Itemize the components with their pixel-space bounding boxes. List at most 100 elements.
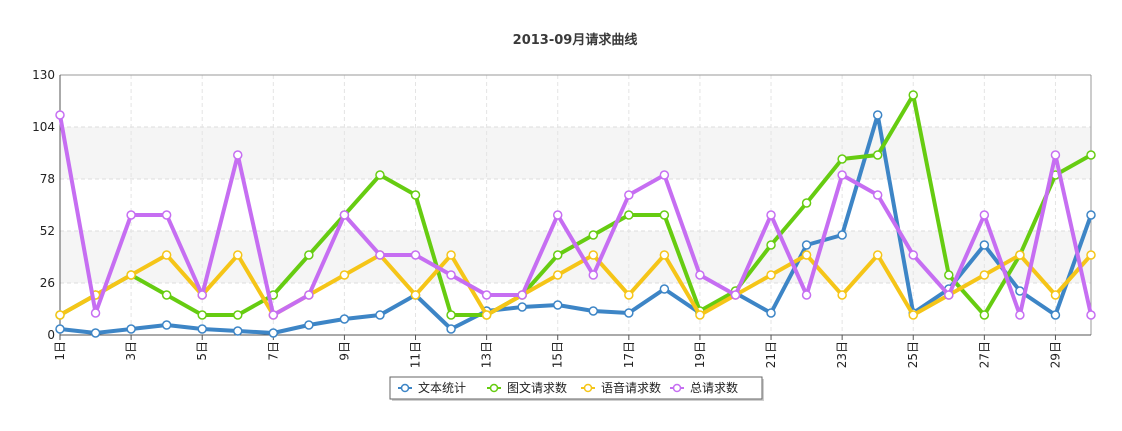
data-point [624, 210, 634, 220]
data-point [1086, 250, 1096, 260]
data-point [197, 324, 207, 334]
data-point [1086, 210, 1096, 220]
data-point [801, 250, 812, 260]
grid-lines [60, 74, 1091, 335]
data-point [837, 154, 847, 164]
data-point [268, 310, 279, 320]
legend-swatch-marker [583, 383, 593, 393]
series-line [58, 113, 1093, 335]
x-tick-label: 5日 [195, 341, 209, 361]
data-point [766, 308, 776, 318]
legend-item-3[interactable]: 语音请求数 [581, 380, 661, 395]
data-point [375, 170, 385, 180]
legend-label: 总请求数 [690, 380, 738, 395]
data-point [1050, 150, 1061, 160]
legend-item-1[interactable]: 文本统计 [398, 380, 466, 395]
data-point [979, 310, 990, 320]
x-tick-label: 19日 [693, 341, 707, 368]
data-point [872, 190, 883, 200]
data-point [801, 198, 812, 208]
data-point [339, 270, 350, 280]
data-point [872, 250, 883, 260]
data-point [161, 210, 172, 220]
data-point [410, 250, 421, 260]
data-point [55, 324, 65, 334]
data-point [837, 230, 847, 240]
data-point [233, 250, 243, 260]
data-point [944, 270, 954, 280]
data-point [695, 310, 705, 320]
data-point [588, 306, 599, 316]
chart-title: 2013-09月请求曲线 [513, 32, 638, 48]
data-point [1050, 310, 1061, 320]
y-tick-label: 104 [32, 120, 55, 134]
data-point [552, 250, 563, 260]
x-tick-label: 17日 [622, 341, 636, 368]
y-tick-label: 52 [40, 224, 55, 238]
data-point [979, 210, 990, 220]
data-point [588, 230, 599, 240]
data-point [126, 270, 136, 280]
data-point [268, 328, 279, 338]
data-point [659, 250, 670, 260]
y-tick-label: 78 [40, 172, 55, 186]
legend-swatch-marker [672, 383, 682, 393]
x-tick-label: 3日 [124, 341, 138, 361]
y-tick-label: 26 [40, 276, 55, 290]
data-point [126, 210, 136, 220]
data-point [339, 314, 350, 324]
data-point [410, 190, 421, 200]
data-point [908, 310, 918, 320]
legend-item-4[interactable]: 总请求数 [670, 380, 738, 395]
data-point [446, 270, 456, 280]
data-point [1015, 310, 1025, 320]
series-group [55, 90, 1096, 338]
x-tick-label: 13日 [480, 341, 494, 368]
data-point [588, 250, 599, 260]
data-point [837, 290, 847, 300]
plot-band [60, 231, 1091, 283]
data-point [659, 210, 670, 220]
x-tick-label: 25日 [906, 341, 920, 368]
x-tick-label: 23日 [835, 341, 849, 368]
series-line [58, 253, 1093, 317]
data-point [304, 320, 314, 330]
data-point [55, 110, 65, 120]
legend-box [389, 376, 763, 400]
x-tick-label: 21日 [764, 341, 778, 368]
data-point [979, 270, 990, 280]
x-tick-label: 7日 [266, 341, 280, 361]
data-point [55, 310, 65, 320]
data-point [197, 310, 207, 320]
data-point [90, 328, 101, 338]
data-point [1015, 250, 1025, 260]
data-point [304, 290, 314, 300]
data-point [588, 270, 599, 280]
legend-label: 语音请求数 [601, 380, 661, 395]
data-point [517, 302, 527, 312]
data-point [126, 324, 136, 334]
data-point [481, 310, 492, 320]
data-point [944, 290, 954, 300]
legend-item-2[interactable]: 图文请求数 [487, 380, 567, 395]
data-point [766, 240, 776, 250]
y-tick-label: 130 [32, 68, 55, 82]
data-point [1050, 290, 1061, 300]
data-point [233, 310, 243, 320]
data-point [552, 210, 563, 220]
plot-band [60, 127, 1091, 179]
legend-label: 图文请求数 [507, 380, 567, 395]
data-point [552, 270, 563, 280]
data-point [233, 150, 243, 160]
data-point [766, 270, 776, 280]
data-point [872, 150, 883, 160]
data-point [446, 250, 456, 260]
data-point [872, 110, 883, 120]
data-point [481, 290, 492, 300]
data-point [517, 290, 527, 300]
data-point [624, 308, 634, 318]
x-tick-label: 15日 [551, 341, 565, 368]
series-4 [55, 110, 1096, 320]
data-point [375, 310, 385, 320]
